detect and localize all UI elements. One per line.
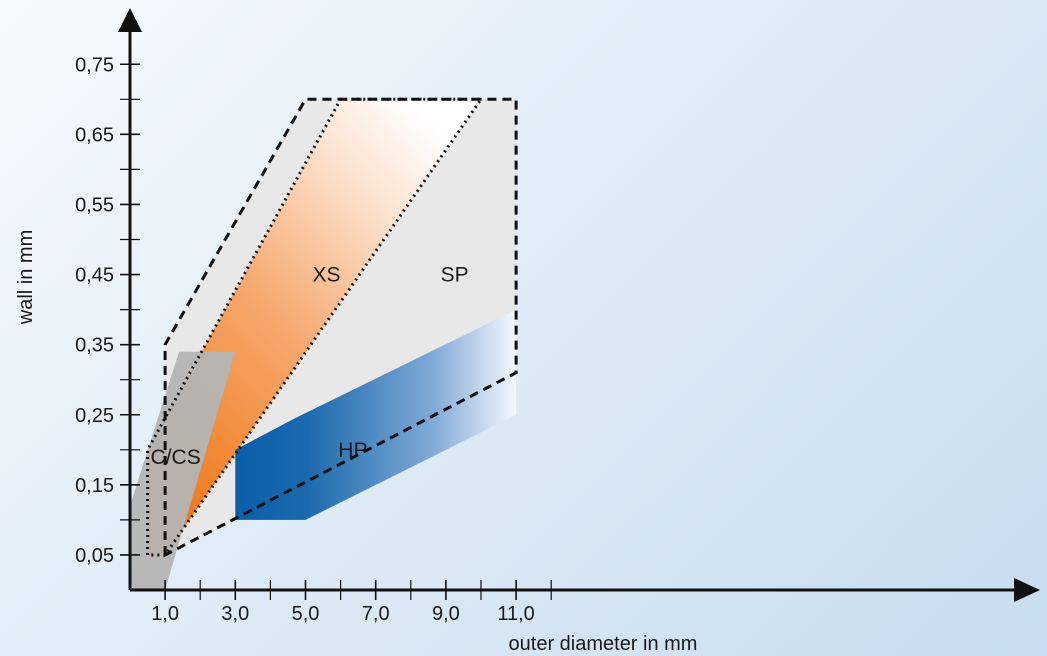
region-label-sp: SP [441, 264, 469, 287]
region-hp-fill [235, 309, 517, 520]
y-tick-label: 0,55 [75, 194, 114, 216]
x-tick-label: 5,0 [292, 603, 320, 625]
region-ccs-fill [130, 351, 236, 590]
y-tick-label: 0,25 [75, 405, 114, 427]
x-tick-label: 7,0 [362, 603, 390, 625]
y-axis-title: wall in mm [15, 230, 37, 325]
x-tick-label: 11,0 [497, 603, 534, 625]
y-tick-label: 0,45 [75, 265, 114, 287]
regions-fill [130, 99, 517, 590]
x-axis-title: outer diameter in mm [509, 633, 698, 655]
x-axis-arrow [1014, 578, 1040, 602]
y-tick-label: 0,05 [75, 545, 114, 567]
region-label-hp: HP [338, 439, 367, 462]
y-tick-label: 0,15 [75, 475, 114, 497]
region-labels: XS SP C/CS HP [151, 264, 469, 469]
region-label-xs: XS [313, 264, 341, 287]
y-tick-label: 0,75 [75, 54, 114, 76]
x-tick-label: 9,0 [432, 603, 460, 625]
region-sp-outline [163, 97, 518, 558]
x-tick-label: 3,0 [221, 603, 249, 625]
x-tick-label: 1,0 [151, 603, 179, 625]
ticks: 0,05 0,15 0,25 0,35 0,45 0,55 0,65 0,75 1,0 3,0 5,… [75, 54, 552, 625]
y-axis-arrow [118, 8, 142, 32]
y-tick-label: 0,65 [75, 124, 114, 146]
y-tick-label: 0,35 [75, 335, 114, 357]
region-xs-fill [147, 99, 481, 556]
regions-outline [146, 97, 518, 558]
region-label-ccs: C/CS [151, 446, 201, 469]
